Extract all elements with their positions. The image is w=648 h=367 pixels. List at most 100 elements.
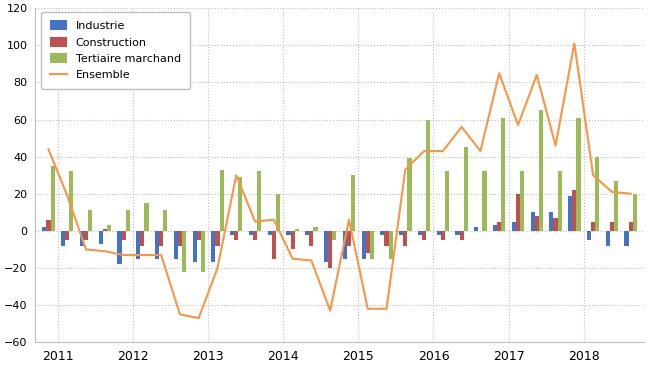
Bar [309,231,314,246]
Bar [347,231,351,246]
Bar [408,159,411,231]
Bar [483,171,487,231]
Bar [497,222,502,231]
Bar [295,229,299,231]
Ensemble [533,73,540,77]
Bar [591,222,596,231]
Ensemble [327,308,334,313]
Ensemble [45,147,52,152]
Ensemble [382,306,390,311]
Bar [632,194,637,231]
Ensemble [476,149,484,153]
Bar [215,231,220,246]
Bar [286,231,290,235]
Bar [610,222,614,231]
Bar [422,231,426,240]
Bar [324,231,328,262]
Bar [192,231,196,262]
Bar [290,231,295,250]
Bar [69,171,73,231]
Ensemble [364,306,372,311]
Bar [126,210,130,231]
Ensemble [570,41,578,46]
Bar [558,171,562,231]
Bar [474,227,478,231]
Legend: Industrie, Construction, Tertiaire marchand, Ensemble: Industrie, Construction, Tertiaire march… [41,11,190,89]
Bar [305,231,309,235]
Bar [445,171,449,231]
Ensemble [627,192,634,196]
Ensemble [439,149,446,153]
Ensemble [233,173,240,177]
Bar [47,220,51,231]
Bar [88,210,92,231]
Ensemble [139,253,146,257]
Bar [539,110,543,231]
Bar [550,212,553,231]
Bar [328,231,332,268]
Bar [98,231,103,244]
Bar [155,231,159,259]
Bar [403,231,408,246]
Bar [365,231,370,253]
Bar [211,231,215,262]
Bar [370,231,374,259]
Bar [174,231,178,259]
Bar [418,231,422,235]
Ensemble [401,167,409,172]
Bar [163,210,167,231]
Ensemble [120,253,128,257]
Bar [456,231,459,235]
Ensemble [157,253,165,257]
Bar [596,157,599,231]
Bar [103,229,107,231]
Bar [625,231,629,246]
Bar [196,231,201,240]
Ensemble [289,257,297,261]
Bar [201,231,205,272]
Bar [587,231,591,240]
Ensemble [214,266,222,270]
Ensemble [270,218,278,222]
Bar [117,231,122,264]
Bar [577,118,581,231]
Bar [531,212,535,231]
Bar [253,231,257,240]
Ensemble [495,71,503,75]
Bar [629,222,632,231]
Bar [234,231,238,240]
Ensemble [514,123,522,127]
Ensemble [176,312,184,317]
Bar [343,231,347,259]
Ensemble [420,149,428,153]
Ensemble [457,125,465,129]
Bar [42,227,47,231]
Ensemble [101,249,109,254]
Bar [230,231,234,235]
Bar [459,231,464,240]
Bar [502,118,505,231]
Line: Ensemble: Ensemble [49,43,631,318]
Bar [380,231,384,235]
Ensemble [345,218,353,222]
Bar [512,222,516,231]
Bar [182,231,186,272]
Bar [351,175,355,231]
Bar [61,231,65,246]
Bar [145,203,148,231]
Bar [122,231,126,240]
Bar [384,231,389,246]
Bar [568,196,572,231]
Bar [238,177,242,231]
Bar [80,231,84,246]
Ensemble [589,173,597,177]
Bar [314,227,318,231]
Bar [535,216,539,231]
Bar [268,231,272,235]
Bar [141,231,145,246]
Bar [389,231,393,259]
Bar [159,231,163,246]
Bar [249,231,253,235]
Ensemble [64,193,71,198]
Bar [426,120,430,231]
